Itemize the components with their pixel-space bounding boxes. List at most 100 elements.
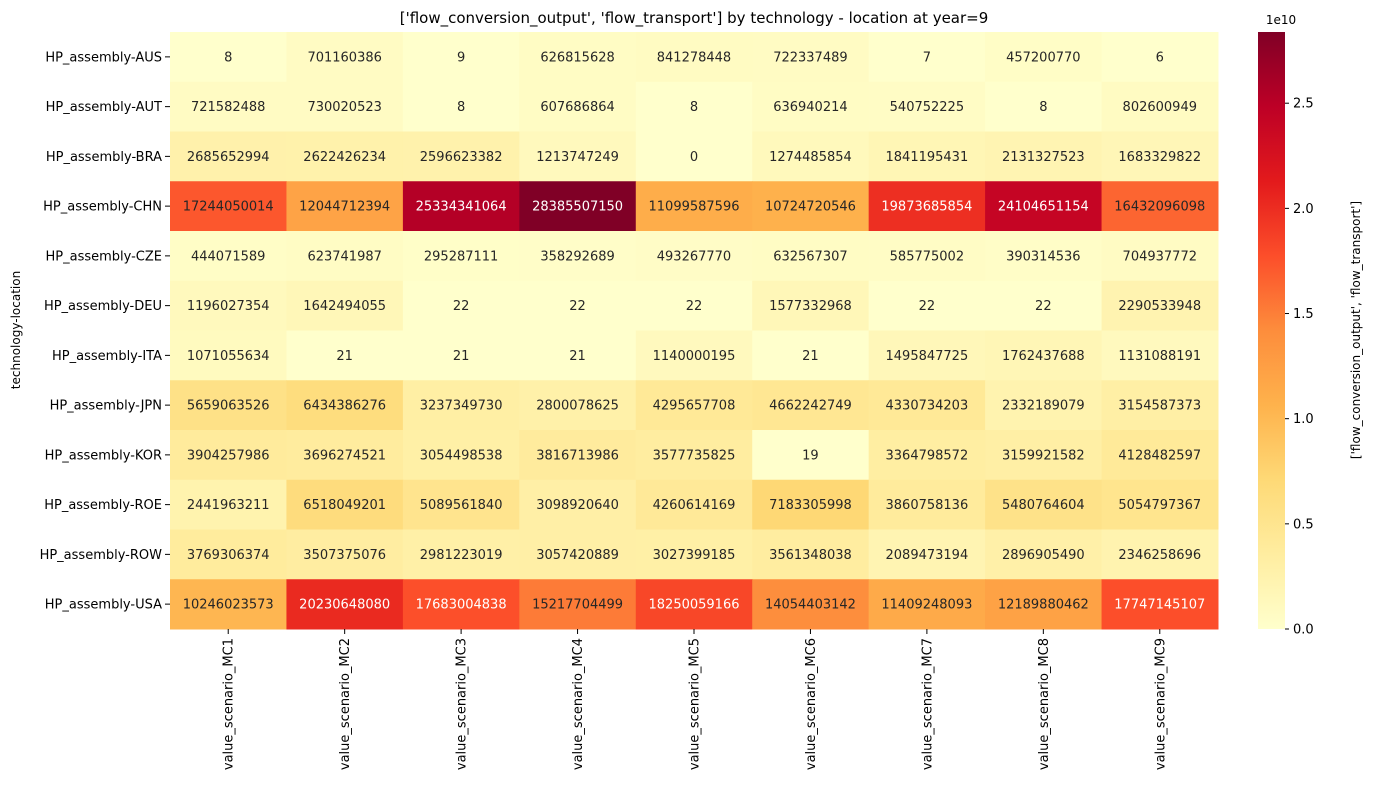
cell-value-label: 11099587596 [649,200,740,215]
heatmap-cell [170,32,287,83]
cell-value-label: 1642494055 [303,299,386,314]
heatmap-cell [1101,231,1219,282]
heatmap-cell [170,330,287,381]
cell-value-label: 20230648080 [299,598,390,613]
cell-value-label: 28385507150 [532,200,623,215]
cell-value-label: 444071589 [191,249,265,264]
cell-value-label: 3054498538 [420,448,503,463]
cell-value-label: 22 [919,299,936,314]
heatmap-cell [519,81,637,132]
cell-value-label: 3860758136 [886,498,969,513]
column-label: value_scenario_MC8 [1037,638,1052,770]
cell-value-label: 2981223019 [420,548,503,563]
cell-value-label: 2131327523 [1002,150,1085,165]
cell-value-label: 493267770 [657,249,731,264]
heatmap-cell [519,579,637,630]
cell-value-label: 22 [686,299,703,314]
heatmap-cell [519,330,637,381]
cell-value-label: 17747145107 [1114,598,1205,613]
cell-value-label: 3154587373 [1118,399,1201,414]
heatmap-cell [402,181,520,232]
cell-value-label: 4330734203 [886,399,969,414]
heatmap-cell [635,280,753,331]
cell-value-label: 19873685854 [881,200,972,215]
heatmap-cell [635,81,753,132]
colorbar-tick-label: 2.5 [1293,97,1314,112]
cell-value-label: 0 [690,150,698,165]
cell-value-label: 14054403142 [765,598,856,613]
colorbar-tick-label: 0.5 [1293,517,1314,532]
row-label: HP_assembly-DEU [44,299,162,314]
cell-value-label: 10246023573 [183,598,274,613]
heatmap-cell [519,181,637,232]
cell-value-label: 626815628 [540,50,614,65]
cell-value-label: 2441963211 [187,498,270,513]
cell-value-label: 24104651154 [998,200,1089,215]
heatmap-cell [1101,81,1219,132]
heatmap-cell [635,380,753,431]
cell-value-label: 6518049201 [303,498,386,513]
column-label: value_scenario_MC7 [920,638,935,770]
heatmap-cell [402,131,520,182]
colorbar-tick-label: 1.5 [1293,307,1314,322]
cell-value-label: 6434386276 [303,399,386,414]
heatmap-cell [752,430,870,481]
cell-value-label: 1495847725 [886,349,969,364]
heatmap-cell [402,231,520,282]
cell-value-label: 295287111 [424,249,498,264]
cell-value-label: 1274485854 [769,150,852,165]
heatmap-cell [1101,131,1219,182]
heatmap-cell [170,81,287,132]
cell-value-label: 841278448 [657,50,731,65]
column-label: value_scenario_MC9 [1153,638,1168,770]
cell-value-label: 8 [457,100,465,115]
heatmap-cell [868,32,986,83]
cell-value-label: 721582488 [191,100,265,115]
heatmap-cell [985,479,1103,530]
row-label: HP_assembly-JPN [50,399,162,414]
heatmap-cell [170,479,287,530]
cell-value-label: 18250059166 [649,598,740,613]
cell-value-label: 5480764604 [1002,498,1085,513]
heatmap-cell [868,479,986,530]
heatmap-cell [170,529,287,580]
row-label: HP_assembly-AUS [45,50,162,65]
heatmap-cell [635,231,753,282]
heatmap-cell [286,380,404,431]
heatmap-cell [170,280,287,331]
heatmap-cell [402,430,520,481]
cell-value-label: 4260614169 [653,498,736,513]
heatmap-cell [635,181,753,232]
cell-value-label: 11409248093 [881,598,972,613]
heatmap-cell [752,131,870,182]
cell-value-label: 3057420889 [536,548,619,563]
heatmap-cell [519,32,637,83]
heatmap-cell [286,579,404,630]
cell-value-label: 2896905490 [1002,548,1085,563]
heatmap-cell [985,231,1103,282]
heatmap-cell [286,131,404,182]
y-axis-label: technology-location [9,271,23,389]
column-label: value_scenario_MC5 [688,638,703,770]
heatmap-cell [985,579,1103,630]
cell-value-label: 1196027354 [187,299,270,314]
heatmap-cell [286,430,404,481]
cell-value-label: 2290533948 [1118,299,1201,314]
heatmap-cell [402,380,520,431]
heatmap-cell [170,231,287,282]
cell-value-label: 2622426234 [303,150,386,165]
row-label: HP_assembly-BRA [46,150,162,165]
cell-value-label: 3098920640 [536,498,619,513]
cell-value-label: 8 [224,50,232,65]
cell-value-label: 4128482597 [1118,448,1201,463]
heatmap-cell [635,579,753,630]
cell-value-label: 19 [802,448,819,463]
heatmap-cell [286,231,404,282]
heatmap-cell [1101,32,1219,83]
cell-value-label: 3561348038 [769,548,852,563]
heatmap-cell [286,330,404,381]
cell-value-label: 12044712394 [299,200,390,215]
heatmap-cell [1101,330,1219,381]
cell-value-label: 704937772 [1123,249,1197,264]
heatmap-cell [635,430,753,481]
